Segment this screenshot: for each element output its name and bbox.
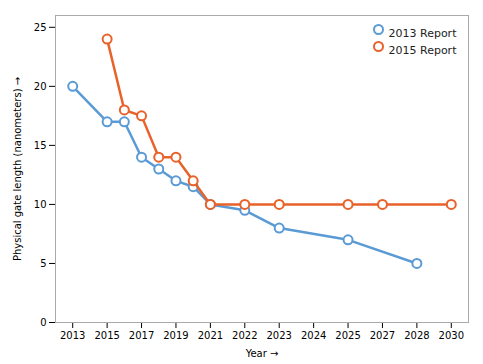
svg-text:2013 Report: 2013 Report (389, 27, 458, 40)
svg-text:2017: 2017 (129, 330, 154, 341)
svg-text:2030: 2030 (439, 330, 464, 341)
svg-text:2024: 2024 (301, 330, 326, 341)
svg-text:2027: 2027 (370, 330, 395, 341)
svg-text:2022: 2022 (232, 330, 257, 341)
svg-text:2025: 2025 (335, 330, 360, 341)
svg-text:2028: 2028 (404, 330, 429, 341)
svg-text:Physical gate length (nanomete: Physical gate length (nanometers) → (12, 77, 23, 261)
svg-text:15: 15 (34, 140, 47, 151)
svg-text:0: 0 (40, 317, 46, 328)
svg-text:2015 Report: 2015 Report (389, 44, 458, 57)
svg-text:20: 20 (34, 81, 47, 92)
svg-text:5: 5 (40, 258, 46, 269)
svg-text:2019: 2019 (163, 330, 188, 341)
svg-text:2023: 2023 (266, 330, 291, 341)
svg-text:2021: 2021 (198, 330, 223, 341)
svg-text:10: 10 (34, 199, 47, 210)
svg-text:Year →: Year → (245, 348, 279, 359)
svg-text:2013: 2013 (60, 330, 85, 341)
svg-text:2015: 2015 (94, 330, 119, 341)
svg-text:25: 25 (34, 22, 47, 33)
